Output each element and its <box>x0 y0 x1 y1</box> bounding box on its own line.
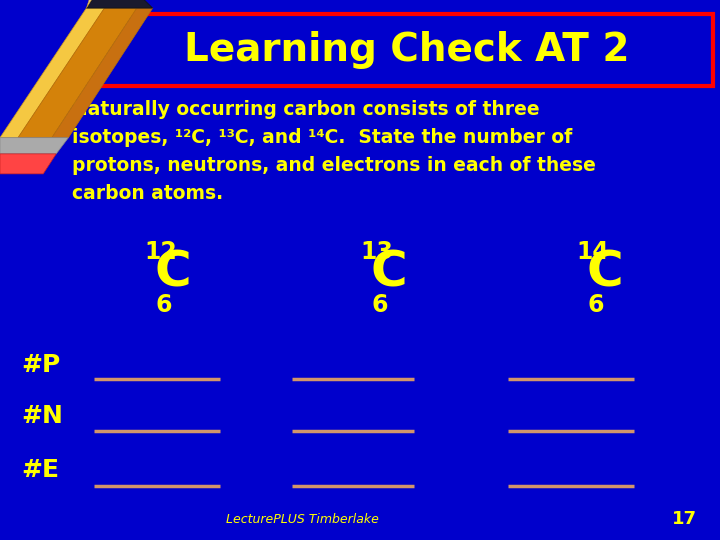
Text: Naturally occurring carbon consists of three
isotopes, ¹²C, ¹³C, and ¹⁴C.  State: Naturally occurring carbon consists of t… <box>72 100 596 203</box>
Text: #N: #N <box>22 404 63 428</box>
Polygon shape <box>86 0 112 8</box>
Text: 6: 6 <box>156 293 172 317</box>
FancyBboxPatch shape <box>90 14 713 86</box>
Polygon shape <box>0 138 68 154</box>
Text: #E: #E <box>22 458 60 482</box>
Text: LecturePLUS Timberlake: LecturePLUS Timberlake <box>226 513 379 526</box>
Text: C: C <box>371 249 408 296</box>
Polygon shape <box>86 0 153 8</box>
Text: C: C <box>155 249 192 296</box>
Text: 12: 12 <box>144 240 176 264</box>
Text: 14: 14 <box>576 240 608 264</box>
Text: 6: 6 <box>588 293 604 317</box>
Polygon shape <box>18 8 137 138</box>
Text: #P: #P <box>22 353 61 376</box>
Text: Learning Check AT 2: Learning Check AT 2 <box>184 31 629 69</box>
Text: 13: 13 <box>360 240 393 264</box>
Text: C: C <box>587 249 624 296</box>
Polygon shape <box>0 8 104 138</box>
Polygon shape <box>52 8 153 138</box>
Text: 17: 17 <box>672 510 696 529</box>
Polygon shape <box>0 154 56 174</box>
Text: 6: 6 <box>372 293 388 317</box>
